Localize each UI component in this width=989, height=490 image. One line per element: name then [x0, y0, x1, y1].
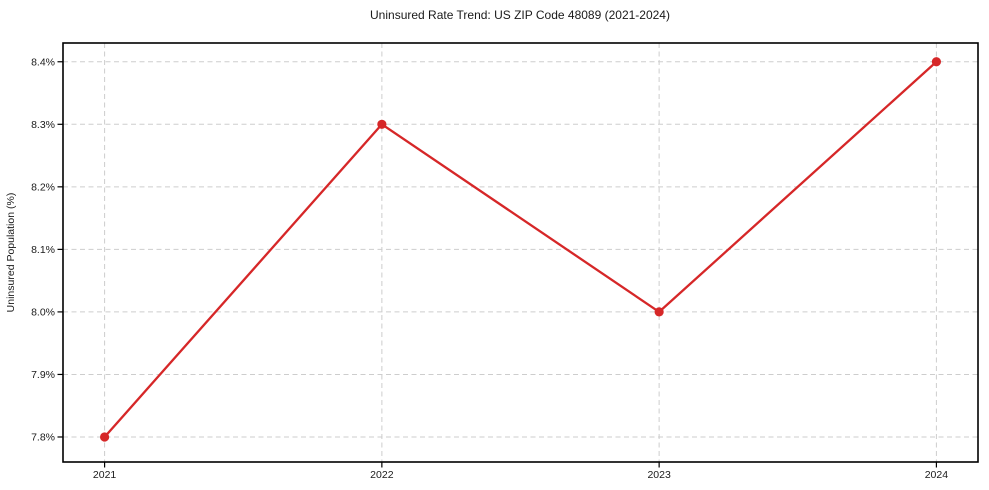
data-point-marker — [99, 432, 110, 442]
trend-line — [103, 60, 938, 439]
y-axis-label: Uninsured Population (%) — [5, 193, 17, 313]
chart-title: Uninsured Rate Trend: US ZIP Code 48089 … — [370, 8, 670, 22]
x-tick-label: 2024 — [925, 469, 949, 481]
y-tick-label: 8.3% — [31, 119, 55, 131]
y-tick-label: 8.0% — [31, 307, 55, 319]
data-point-marker — [654, 307, 664, 317]
y-tick-label: 8.1% — [31, 244, 55, 256]
series-layer — [99, 57, 942, 442]
x-tick-label: 2022 — [370, 469, 394, 481]
axes-layer: 7.8% 7.9% 8.0% 8.1% 8.2% 8.3% 8.4% 2021 2022 2023… — [31, 42, 979, 481]
y-tick-label: 7.9% — [31, 369, 55, 381]
y-tick-label: 8.4% — [31, 56, 55, 68]
x-tick-label: 2023 — [647, 469, 671, 481]
x-tick-label: 2021 — [93, 469, 117, 481]
data-point-marker — [377, 119, 387, 129]
y-tick-label: 8.2% — [31, 182, 55, 194]
grid-layer — [63, 43, 978, 462]
plot-border-spines — [62, 42, 979, 463]
y-tick-label: 7.8% — [31, 432, 55, 444]
data-point-marker — [931, 57, 942, 67]
